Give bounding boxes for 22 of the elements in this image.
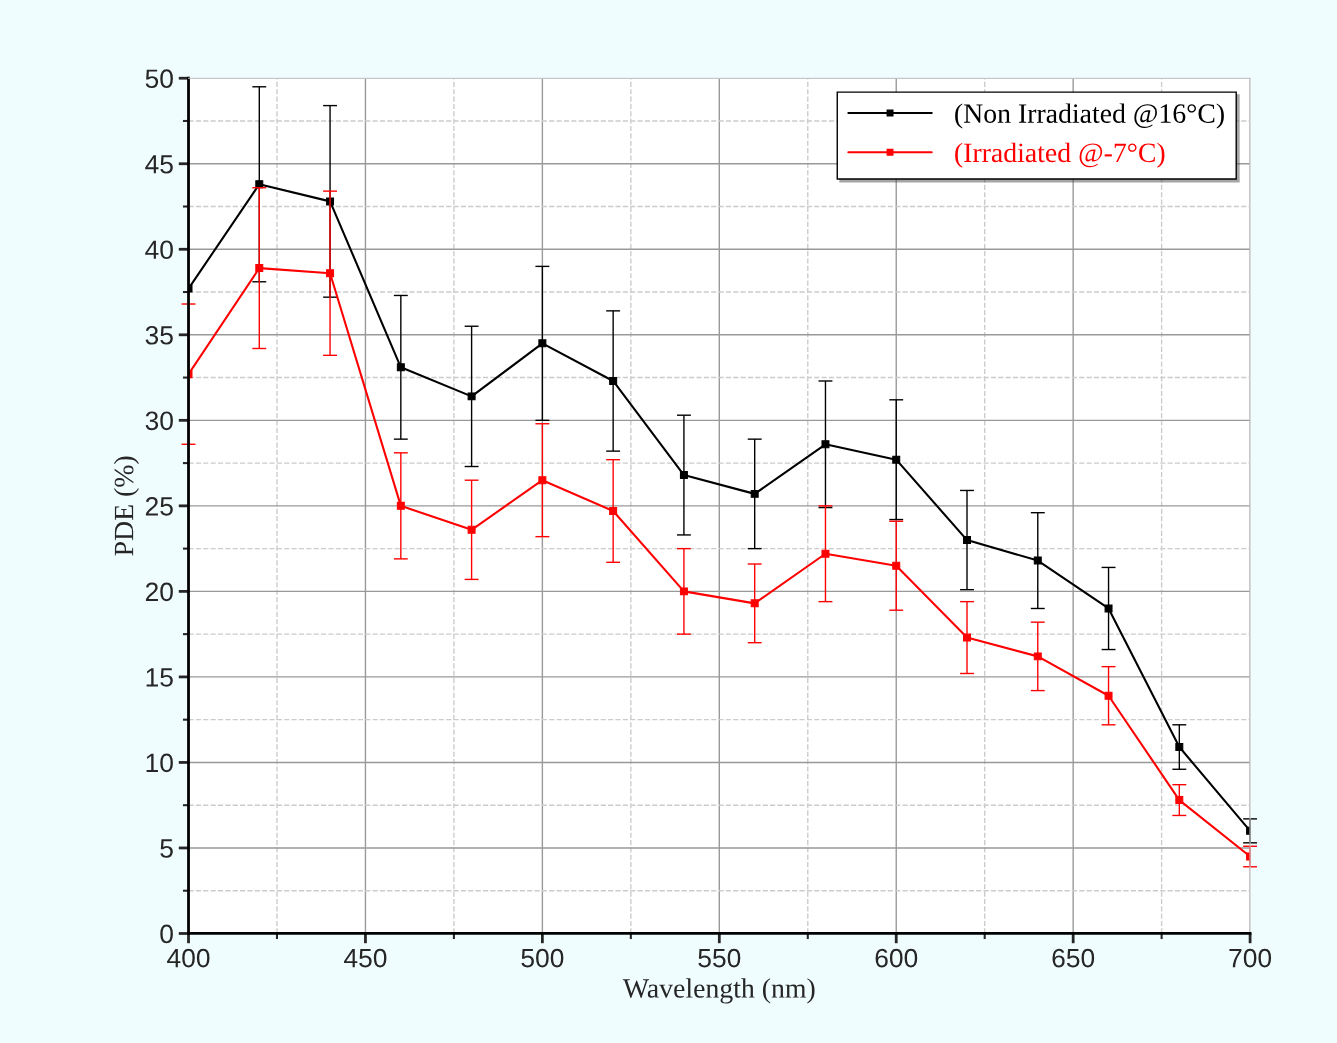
x-tick-label: 450	[344, 948, 387, 968]
y-tick-label: 15	[146, 668, 173, 687]
y-tick-label: 20	[145, 582, 173, 602]
y-tick-label: 0	[160, 924, 173, 944]
legend-label: (Non Irradiated @16°C)	[955, 103, 1224, 129]
y-tick-label: 10	[146, 753, 173, 773]
legend-label: (Irradiated @-7°C)	[955, 142, 1165, 168]
x-tick-label: 650	[1052, 948, 1095, 968]
y-tick-label: 5	[160, 839, 173, 858]
y-tick-label: 50	[145, 69, 173, 89]
x-tick-label: 500	[521, 948, 564, 968]
x-tick-label: 400	[167, 948, 210, 968]
y-tick-label: 45	[145, 155, 173, 174]
y-tick-label: 30	[145, 411, 173, 431]
y-axis-title: PDE (%)	[113, 456, 140, 556]
x-tick-label: 700	[1229, 948, 1272, 968]
y-tick-label: 35	[145, 325, 173, 345]
x-tick-label: 550	[698, 948, 741, 968]
y-tick-label: 40	[145, 240, 173, 260]
x-axis-title: Wavelength (nm)	[622, 978, 815, 1004]
y-tick-label: 25	[145, 496, 173, 516]
x-tick-label: 600	[875, 948, 918, 968]
